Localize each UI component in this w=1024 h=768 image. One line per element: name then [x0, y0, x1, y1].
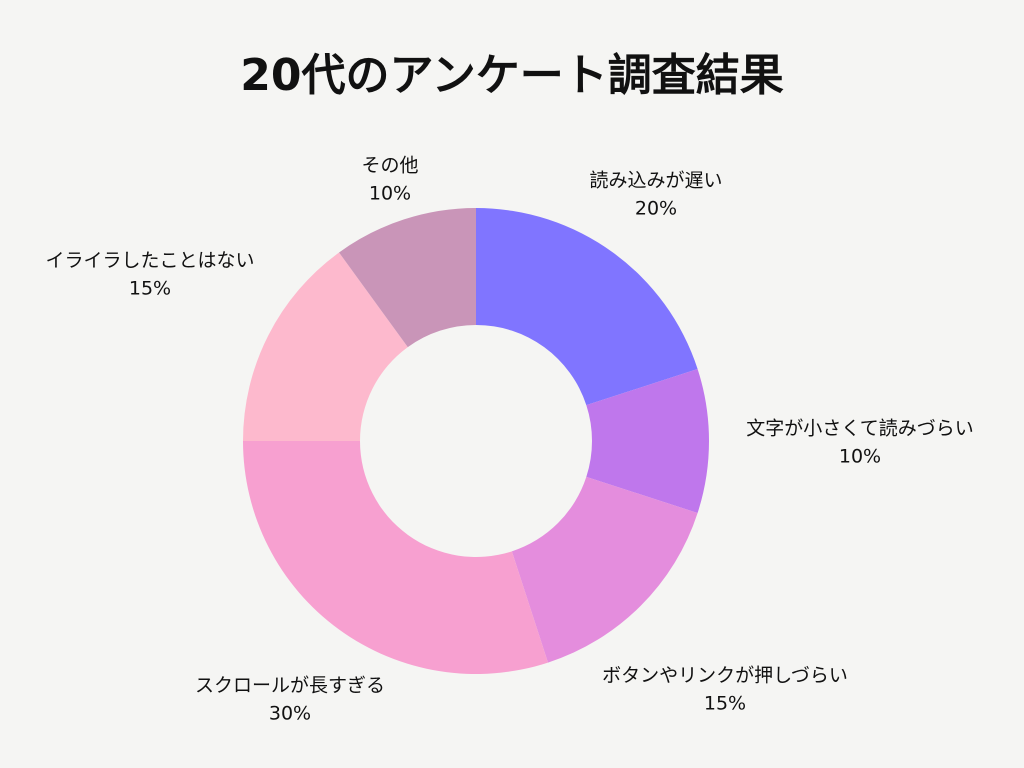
- donut-slice: [511, 476, 698, 663]
- slice-label: 文字が小さくて読みづらい: [746, 418, 973, 440]
- value-label: 10%: [369, 183, 411, 205]
- donut-slice: [243, 441, 549, 674]
- donut-slice: [339, 208, 476, 348]
- slice-label: イライラしたことはない: [45, 250, 254, 272]
- value-label: 10%: [839, 446, 881, 468]
- slice-label: スクロールが長すぎる: [195, 675, 385, 697]
- chart-title: 20代のアンケート調査結果: [240, 50, 783, 101]
- value-label: 20%: [635, 198, 677, 220]
- donut-slice: [476, 208, 698, 406]
- slice-label: 読み込みが遅い: [589, 170, 722, 192]
- value-label: 15%: [129, 278, 171, 300]
- value-label: 15%: [704, 693, 746, 715]
- donut-slice: [243, 252, 408, 441]
- slice-label: ボタンやリンクが押しづらい: [602, 665, 848, 687]
- slice-label: その他: [361, 155, 418, 177]
- donut-slice: [586, 368, 709, 514]
- value-label: 30%: [269, 703, 311, 725]
